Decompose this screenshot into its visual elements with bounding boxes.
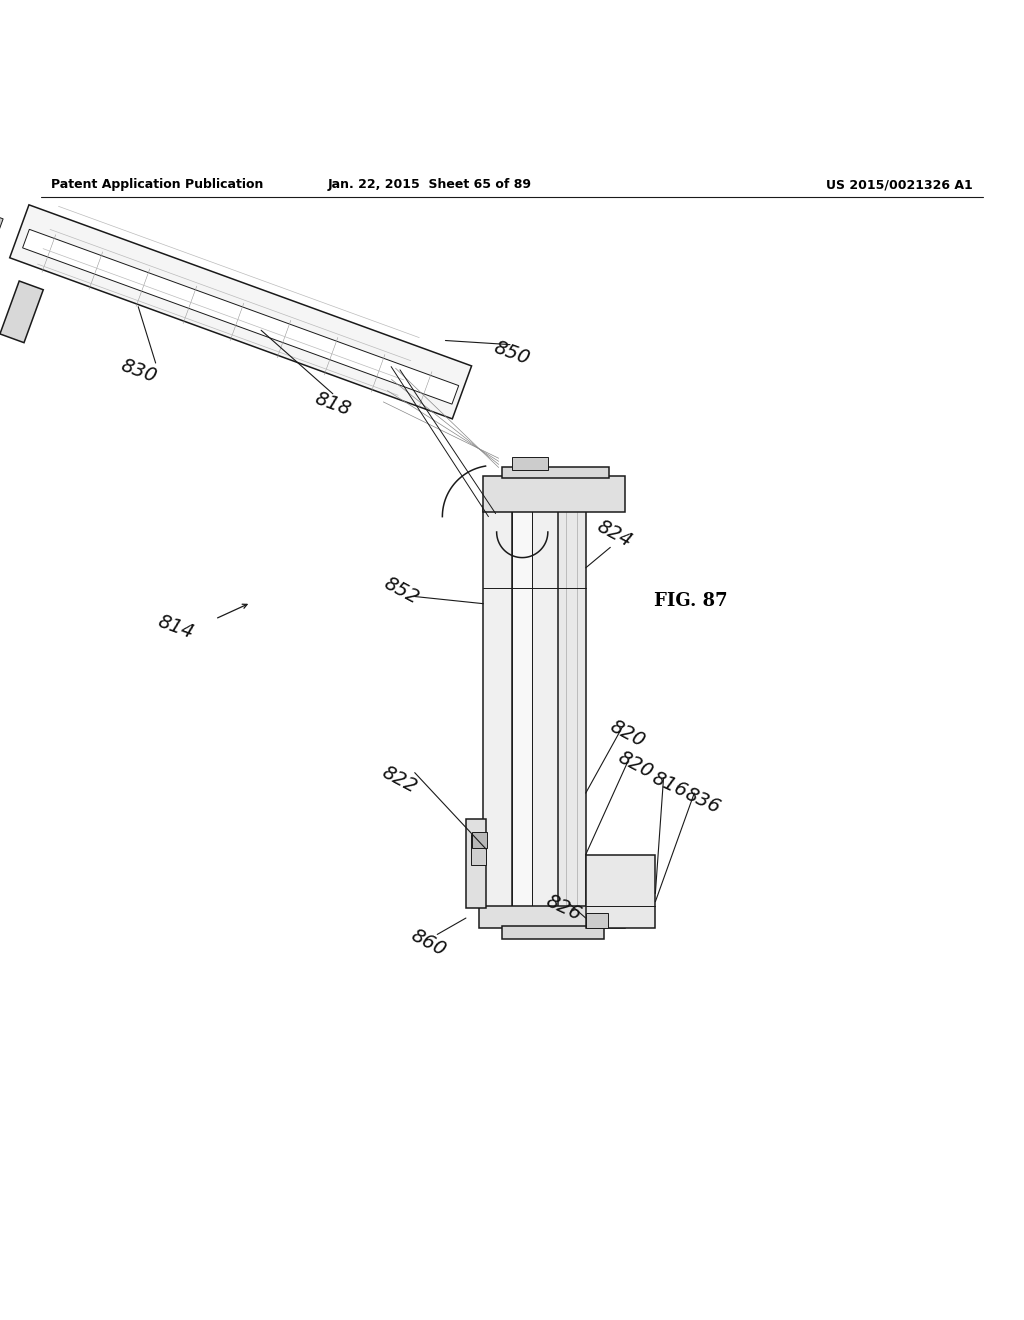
Polygon shape xyxy=(502,467,609,478)
Text: 820: 820 xyxy=(607,717,648,751)
Text: Patent Application Publication: Patent Application Publication xyxy=(51,178,263,191)
Polygon shape xyxy=(586,913,608,928)
Polygon shape xyxy=(479,906,625,928)
Polygon shape xyxy=(472,832,487,849)
Text: 860: 860 xyxy=(408,925,449,960)
Polygon shape xyxy=(502,927,604,939)
Text: 836: 836 xyxy=(682,785,723,818)
Text: 830: 830 xyxy=(118,356,159,387)
Polygon shape xyxy=(0,281,43,343)
Text: 822: 822 xyxy=(379,763,420,797)
Polygon shape xyxy=(483,507,512,921)
Text: 850: 850 xyxy=(492,338,532,368)
Polygon shape xyxy=(471,834,486,865)
Text: 814: 814 xyxy=(156,612,197,643)
Text: US 2015/0021326 A1: US 2015/0021326 A1 xyxy=(826,178,973,191)
Polygon shape xyxy=(558,507,586,921)
Polygon shape xyxy=(0,213,3,231)
Text: 826: 826 xyxy=(543,891,584,924)
Polygon shape xyxy=(23,230,459,404)
Polygon shape xyxy=(512,457,548,470)
Polygon shape xyxy=(483,475,625,512)
Polygon shape xyxy=(466,818,486,908)
Polygon shape xyxy=(9,205,472,418)
Polygon shape xyxy=(532,507,558,921)
Text: 816: 816 xyxy=(649,768,690,801)
Polygon shape xyxy=(512,507,532,921)
Text: FIG. 87: FIG. 87 xyxy=(654,591,728,610)
Text: 820: 820 xyxy=(614,747,655,781)
Polygon shape xyxy=(586,854,655,928)
Text: Jan. 22, 2015  Sheet 65 of 89: Jan. 22, 2015 Sheet 65 of 89 xyxy=(328,178,532,191)
Text: 852: 852 xyxy=(381,573,422,607)
Text: 824: 824 xyxy=(594,517,635,552)
Text: 818: 818 xyxy=(312,388,353,420)
